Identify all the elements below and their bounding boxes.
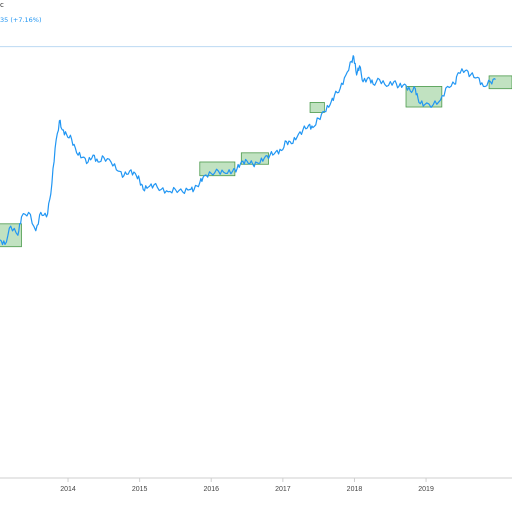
x-tick-label-2018: 2018 <box>347 486 363 493</box>
highlight-zone-2 <box>199 161 236 177</box>
highlight-zone-4 <box>309 102 325 113</box>
x-tick-label-2015: 2015 <box>132 486 148 493</box>
price-change-readout: 35 (+7.16%) <box>0 16 42 24</box>
x-tick-label-2019: 2019 <box>418 486 434 493</box>
highlight-zones <box>0 75 512 248</box>
x-tick-label-2014: 2014 <box>60 486 76 493</box>
chart-title-fragment: c <box>0 1 4 9</box>
x-tick-label-2017: 2017 <box>275 486 291 493</box>
price-line <box>0 55 496 246</box>
x-tick-label-2016: 2016 <box>203 486 219 493</box>
x-ticks: 2014 2015 2016 2017 2018 2019 <box>60 478 434 493</box>
highlight-zone-1 <box>0 223 22 248</box>
